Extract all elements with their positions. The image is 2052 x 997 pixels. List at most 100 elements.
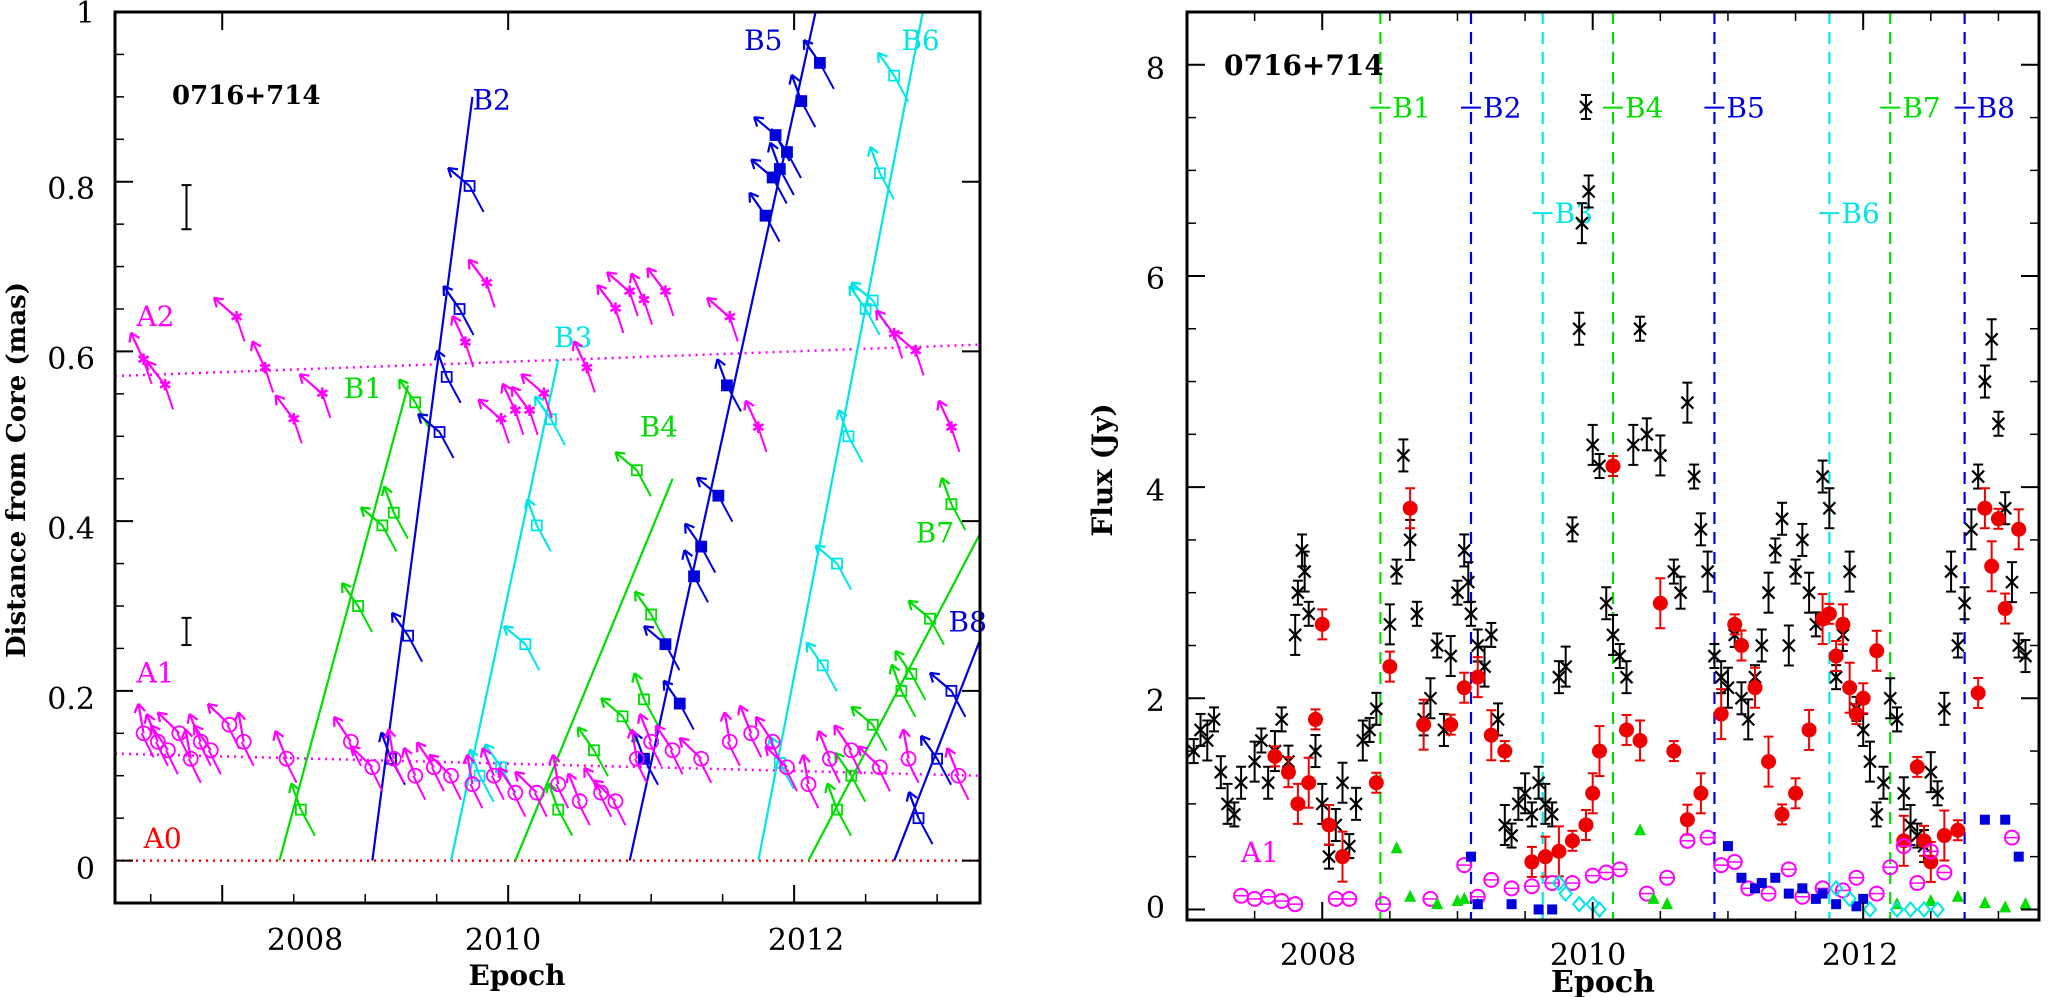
a1-pa-arrow-head — [186, 713, 191, 724]
a2-pa-arrow-head — [606, 271, 618, 275]
ref-label-A1: A1 — [135, 656, 174, 689]
a2-tail — [464, 342, 475, 368]
a1-pa-arrow — [764, 745, 788, 769]
a1-tail — [207, 749, 222, 775]
B6-pa-arrow-head — [835, 409, 840, 420]
B7-tail — [910, 673, 927, 701]
series-0-point — [1581, 184, 1596, 199]
B3-pa-arrow-shaft — [484, 743, 502, 768]
series-0-point — [1227, 807, 1242, 822]
B1-tail — [299, 809, 316, 837]
B5-point — [659, 638, 672, 651]
B4-pa-arrow-shaft — [600, 697, 624, 718]
a1-pa-arrow-head — [723, 711, 733, 721]
B5-point — [721, 379, 733, 392]
series-1-point — [1984, 558, 2000, 574]
series-5-point — [1551, 874, 1567, 892]
a2-pa-arrow — [450, 314, 467, 344]
B1-pa-arrow — [359, 506, 384, 527]
a1-tail — [490, 775, 505, 801]
right-y-axis-label: Flux (Jy) — [1086, 403, 1119, 536]
a2-tail — [235, 317, 246, 342]
a1-pa-arrow — [637, 713, 653, 743]
series-0-point — [1667, 564, 1681, 579]
B2-pa-arrow-shaft — [447, 167, 471, 187]
a2-pa-arrow-head — [743, 400, 747, 411]
a1-pa-arrow-head — [944, 747, 949, 758]
ejection-label-B5: B5 — [1726, 92, 1764, 125]
a1-pa-arrow-head — [207, 702, 218, 708]
a1-point — [664, 742, 681, 759]
B8-pa-arrow-head — [929, 671, 941, 676]
a2-pa-arrow-head — [511, 385, 522, 392]
a1-tail — [848, 749, 863, 775]
a1-pa-arrow-shaft — [350, 745, 374, 769]
series-0-point — [1383, 617, 1397, 632]
B5-pa-arrow-head — [753, 115, 765, 120]
B3-pa-arrow-head — [526, 498, 536, 507]
series-1-point — [1524, 854, 1540, 870]
series-3-point — [1458, 891, 1471, 904]
B7-point — [831, 803, 843, 816]
a1-pa-arrow-head — [630, 728, 640, 738]
B4-tail — [635, 469, 652, 497]
a2-tail — [728, 317, 739, 342]
a2-pa-arrow-shaft — [510, 386, 531, 412]
a2-pa-arrow-shaft — [213, 296, 238, 319]
series-1-point — [1301, 775, 1317, 791]
a1-point — [278, 750, 295, 767]
ejection-label-B6: B6 — [1841, 197, 1879, 230]
a2-pa-arrow-shaft — [520, 373, 545, 395]
series-0-point — [1612, 649, 1627, 663]
B4-point — [630, 464, 643, 477]
series-0-point — [1910, 828, 1925, 843]
B6-pa-arrow-shaft — [805, 641, 824, 667]
B1-pa-arrow-head — [341, 582, 352, 588]
B1-point — [376, 519, 389, 532]
a1-tail — [612, 800, 627, 826]
series-1-point — [1916, 833, 1932, 849]
a2-tail — [757, 427, 768, 453]
B5-pa-arrow-head — [642, 625, 649, 637]
B5-pa-arrow-head — [684, 522, 695, 529]
a2-pa-arrow — [628, 272, 646, 301]
right-a1-label: A1 — [1240, 836, 1279, 869]
B2-point — [402, 629, 414, 642]
a1-pa-arrow-shaft — [654, 724, 674, 751]
a2-pa-arrow — [500, 382, 517, 412]
a1-pa-arrow-head — [514, 770, 526, 775]
series-0-point — [1362, 723, 1377, 737]
series-0-point — [1575, 216, 1589, 230]
a1-pa-arrow-head — [548, 754, 555, 765]
series-0-point — [1207, 712, 1221, 727]
B1-pa-arrow — [398, 378, 417, 403]
a1-pa-arrow — [654, 724, 674, 751]
a2-pa-arrow — [606, 271, 631, 293]
a2-tail — [142, 359, 153, 385]
a1-pa-arrow-head — [817, 730, 828, 738]
a1-point — [693, 750, 710, 767]
B6-point — [831, 557, 843, 570]
B7-pa-arrow-head — [907, 600, 913, 611]
series-1-point — [1713, 706, 1729, 722]
B1-point — [387, 506, 400, 519]
a1-pa-arrow-head — [462, 754, 469, 765]
series-0-point — [1856, 723, 1870, 737]
series-0-point — [1301, 607, 1316, 621]
ejection-label-B8: B8 — [1977, 92, 2015, 125]
right-y-tick-4: 4 — [1146, 474, 1165, 509]
a1-pa-arrow — [678, 736, 702, 760]
a2-pa-arrow — [596, 284, 617, 310]
B4-tail — [593, 749, 609, 777]
B6-tail — [836, 563, 852, 591]
B3-pa-arrow-head — [502, 625, 508, 637]
B1-tail — [357, 605, 373, 633]
series-0-point — [1971, 469, 1985, 484]
series-1-point — [1280, 764, 1296, 780]
B4-point — [588, 744, 600, 757]
B7-tail — [836, 809, 852, 837]
a2-pa-arrow-shaft — [630, 272, 646, 301]
series-0-point — [1308, 744, 1323, 758]
a2-pa-arrow-head — [628, 273, 633, 284]
B2-point — [463, 180, 476, 192]
